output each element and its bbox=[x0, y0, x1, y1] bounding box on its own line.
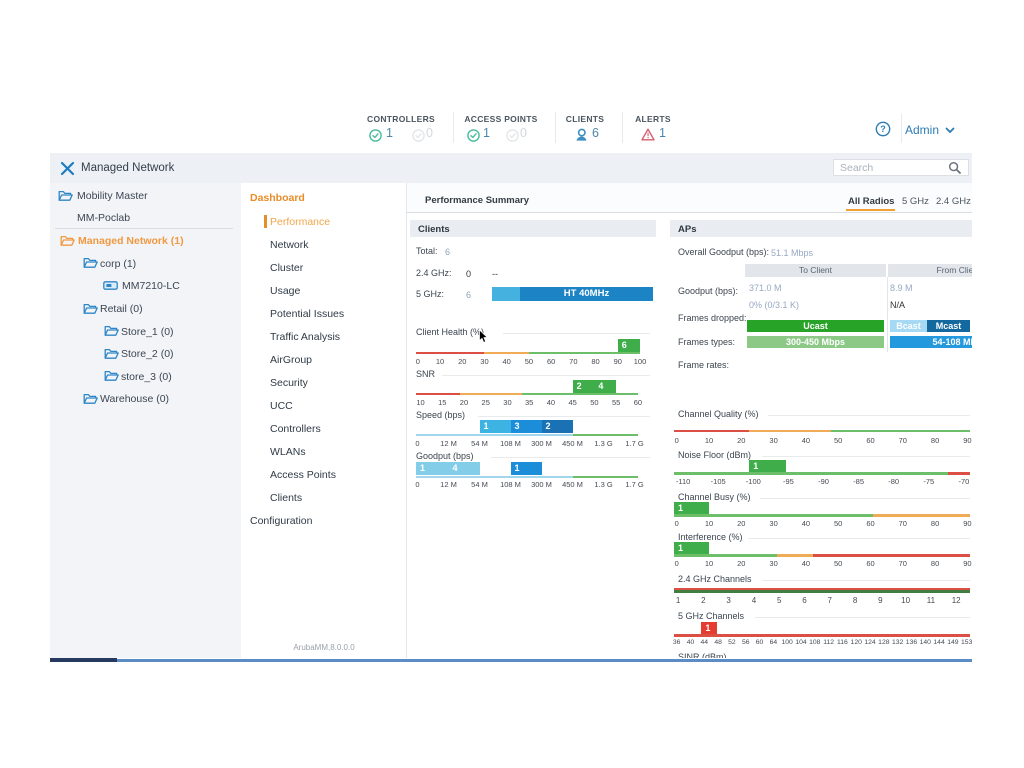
svg-text:?: ? bbox=[880, 124, 886, 134]
